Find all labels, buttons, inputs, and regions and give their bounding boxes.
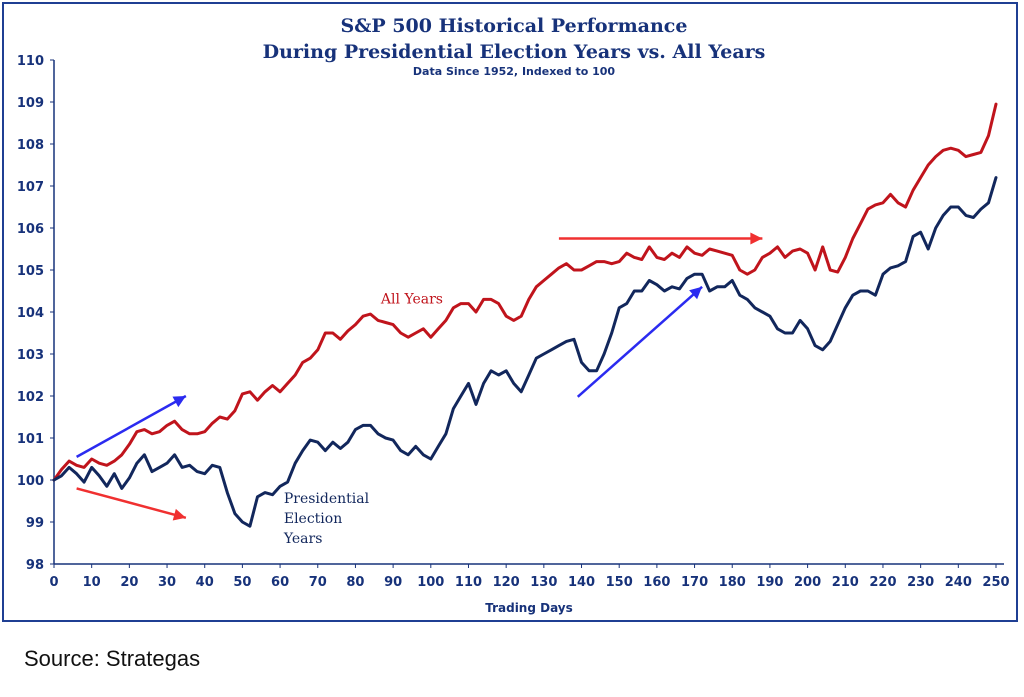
arrow-shaft bbox=[576, 285, 703, 398]
y-tick-label: 103 bbox=[17, 348, 44, 363]
x-tick-label: 160 bbox=[643, 575, 670, 590]
y-tick-label: 108 bbox=[17, 138, 44, 153]
series-line-election-years bbox=[52, 176, 998, 528]
trend-arrow bbox=[558, 232, 763, 245]
x-tick-label: 240 bbox=[945, 575, 972, 590]
arrow-head bbox=[689, 286, 703, 300]
annotation-all-years: All Years bbox=[380, 292, 443, 308]
x-tick-label: 200 bbox=[794, 575, 821, 590]
annotation-election-years: Election bbox=[284, 511, 342, 527]
series-line-all-years bbox=[52, 102, 998, 482]
annotations: All Years Presidential Election Years bbox=[283, 292, 443, 547]
x-tick-label: 130 bbox=[530, 575, 557, 590]
y-tick-label: 105 bbox=[17, 264, 44, 279]
x-tick-label: 110 bbox=[455, 575, 482, 590]
y-tick-label: 109 bbox=[17, 96, 44, 111]
y-tick-label: 102 bbox=[17, 390, 44, 405]
x-tick-label: 230 bbox=[907, 575, 934, 590]
chart-title: S&P 500 Historical Performance bbox=[341, 15, 688, 37]
chart-subtitle: Data Since 1952, Indexed to 100 bbox=[413, 65, 615, 78]
y-tick-label: 100 bbox=[17, 474, 44, 489]
x-tick-label: 210 bbox=[832, 575, 859, 590]
y-tick-label: 110 bbox=[17, 54, 44, 69]
x-axis-label: Trading Days bbox=[485, 601, 573, 615]
y-axis-ticks: 98 99 100 101 102 103 104 105 106 107 108 109 110 bbox=[17, 54, 54, 573]
x-tick-label: 100 bbox=[417, 575, 444, 590]
x-tick-label: 50 bbox=[233, 575, 251, 590]
trend-arrow bbox=[75, 394, 187, 458]
x-tick-label: 220 bbox=[869, 575, 896, 590]
y-tick-label: 104 bbox=[17, 306, 44, 321]
x-tick-label: 60 bbox=[271, 575, 289, 590]
y-tick-label: 106 bbox=[17, 222, 44, 237]
x-tick-label: 150 bbox=[606, 575, 633, 590]
trend-arrows bbox=[75, 232, 763, 521]
x-tick-label: 40 bbox=[196, 575, 214, 590]
x-tick-label: 120 bbox=[493, 575, 520, 590]
arrow-head bbox=[172, 396, 186, 408]
x-tick-label: 140 bbox=[568, 575, 595, 590]
x-tick-label: 90 bbox=[384, 575, 402, 590]
y-tick-label: 98 bbox=[26, 558, 44, 573]
x-tick-label: 80 bbox=[346, 575, 364, 590]
x-tick-label: 10 bbox=[83, 575, 101, 590]
x-tick-label: 250 bbox=[982, 575, 1009, 590]
annotation-election-years: Years bbox=[283, 531, 323, 547]
trend-arrow bbox=[576, 285, 703, 398]
trend-arrow bbox=[76, 487, 187, 521]
arrow-shaft bbox=[75, 394, 187, 458]
y-tick-label: 101 bbox=[17, 432, 44, 447]
arrow-shaft bbox=[76, 487, 187, 520]
series-lines bbox=[52, 102, 998, 528]
x-tick-label: 170 bbox=[681, 575, 708, 590]
y-tick-label: 99 bbox=[26, 516, 44, 531]
x-tick-label: 0 bbox=[49, 575, 58, 590]
x-axis-ticks: 0 10 20 30 40 50 60 70 80 90 100 110 120 130 140 150 160… bbox=[49, 564, 1010, 590]
x-tick-label: 180 bbox=[719, 575, 746, 590]
x-tick-label: 30 bbox=[158, 575, 176, 590]
x-tick-label: 20 bbox=[120, 575, 138, 590]
annotation-election-years: Presidential bbox=[284, 491, 370, 507]
chart-frame: S&P 500 Historical Performance During Pr… bbox=[2, 2, 1018, 622]
arrow-head bbox=[750, 232, 763, 245]
chart-svg: S&P 500 Historical Performance During Pr… bbox=[17, 15, 1010, 615]
x-tick-label: 190 bbox=[756, 575, 783, 590]
y-tick-label: 107 bbox=[17, 180, 44, 195]
chart-title-line2: During Presidential Election Years vs. A… bbox=[263, 41, 766, 63]
x-tick-label: 70 bbox=[309, 575, 327, 590]
axes bbox=[53, 60, 1004, 565]
arrow-head bbox=[172, 508, 186, 521]
source-note: Source: Strategas bbox=[24, 646, 201, 671]
